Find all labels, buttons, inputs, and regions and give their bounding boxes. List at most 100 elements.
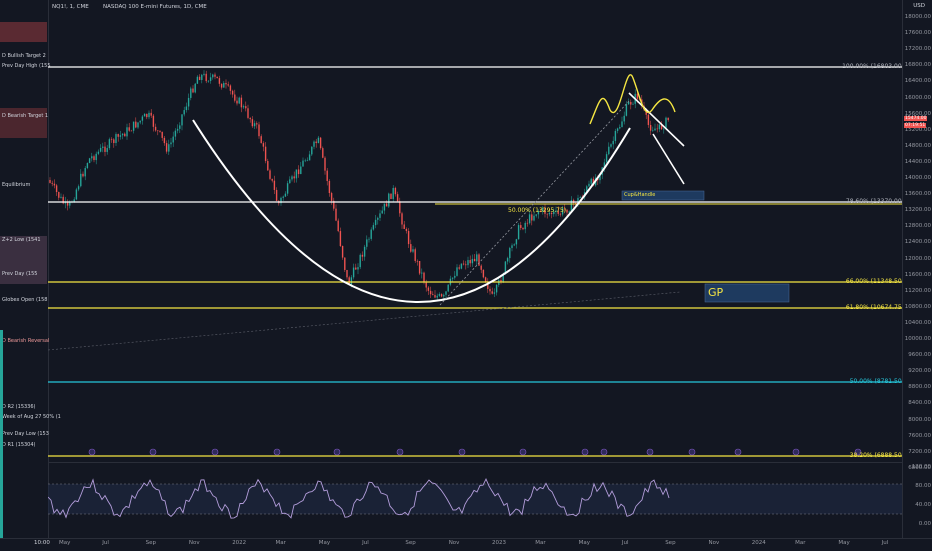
time-tick: Jul xyxy=(102,540,109,546)
candle-body xyxy=(484,277,487,283)
bearish-target-zone xyxy=(0,108,47,138)
candle-body xyxy=(504,261,507,275)
candle-body xyxy=(388,193,390,207)
candle-body xyxy=(117,134,119,137)
candle-body xyxy=(363,246,366,257)
price-tick: 17200.00 xyxy=(904,46,931,53)
cup-curve xyxy=(192,119,631,303)
candle-body xyxy=(425,282,427,288)
candle-body xyxy=(212,74,214,78)
candle-body xyxy=(605,154,608,163)
price-tick: 14400.00 xyxy=(904,158,931,165)
candle-body xyxy=(218,78,221,84)
candle-body xyxy=(407,230,410,245)
candle-body xyxy=(53,183,56,186)
candle-body xyxy=(139,120,141,123)
left-volume-bar xyxy=(0,330,3,540)
time-tick: May xyxy=(838,540,850,546)
gp-box xyxy=(704,283,790,303)
countdown-badge: 07:19:51 xyxy=(904,123,927,128)
time-tick: Nov xyxy=(448,540,460,546)
candle-body xyxy=(161,131,163,138)
price-tick: 11200.00 xyxy=(904,287,931,294)
candle-body xyxy=(91,156,93,159)
fib-label-66: 66.00% (11348.50) xyxy=(845,278,904,285)
candle-body xyxy=(73,199,75,202)
event-marker-icon xyxy=(519,448,527,456)
candle-body xyxy=(590,178,592,184)
time-tick: Jul xyxy=(881,540,889,546)
price-tick: 15600.00 xyxy=(904,110,931,117)
event-marker-icon xyxy=(88,448,96,456)
candle-body xyxy=(293,176,295,179)
left-label: D R2 (15336) xyxy=(2,404,36,410)
candle-body xyxy=(658,124,661,130)
candle-body xyxy=(361,254,364,257)
candle-body xyxy=(355,267,357,270)
time-axis[interactable]: 10:00 May Jul Sep Nov 2022 Mar May Jul Sep Nov 202… xyxy=(0,538,932,551)
fib-label-618: 61.80% (10674.75) xyxy=(845,304,904,311)
candle-body xyxy=(370,229,372,239)
price-tick: 13600.00 xyxy=(904,191,931,198)
candle-body xyxy=(267,161,269,171)
candle-body xyxy=(623,115,625,122)
candle-body xyxy=(467,260,469,266)
last-price-badge: 15474.00 xyxy=(904,116,928,121)
candle-body xyxy=(115,134,117,144)
chart-title: NASDAQ 100 E-mini Futures, 1D, CME xyxy=(103,4,207,10)
candle-body xyxy=(460,263,463,269)
time-tick: Mar xyxy=(275,540,286,546)
candle-body xyxy=(172,136,174,143)
candle-body xyxy=(148,112,150,118)
osc-tick: 80.00 xyxy=(915,483,931,489)
candle-body xyxy=(374,219,377,226)
candle-body xyxy=(412,249,414,252)
time-tick: May xyxy=(318,540,331,546)
fib-label-100: 100.00% (16803.00) xyxy=(842,63,904,70)
candle-body xyxy=(152,115,155,127)
candle-body xyxy=(247,108,249,118)
candle-body xyxy=(238,97,240,104)
candle-body xyxy=(559,213,562,215)
candle-body xyxy=(392,187,394,199)
candle-body xyxy=(346,269,348,278)
candle-body xyxy=(95,153,97,161)
candle-body xyxy=(339,231,342,247)
price-axis[interactable]: USD 18000.00 17600.00 17200.00 16800.00 1640… xyxy=(902,0,932,540)
osc-tick: 0.00 xyxy=(918,521,931,527)
price-tick: 10800.00 xyxy=(904,303,931,310)
candle-body xyxy=(550,212,553,215)
main-chart[interactable]: NQ1!, 1, CME NASDAQ 100 E-mini Futures, … xyxy=(47,0,902,540)
candle-body xyxy=(368,238,370,240)
osc-tick: 120.00 xyxy=(911,464,931,470)
candle-body xyxy=(313,141,315,147)
chart-canvas[interactable] xyxy=(47,0,902,540)
candle-body xyxy=(75,189,78,200)
candle-body xyxy=(198,76,201,80)
candle-body xyxy=(113,139,115,144)
price-tick: 8000.00 xyxy=(908,416,931,423)
candle-body xyxy=(344,257,346,270)
event-marker-icon xyxy=(458,448,466,456)
candle-body xyxy=(632,103,634,105)
event-marker-icon xyxy=(581,448,589,456)
candle-body xyxy=(80,173,82,187)
candle-body xyxy=(537,210,540,215)
candle-body xyxy=(665,117,667,129)
event-marker-icon xyxy=(273,448,281,456)
candle-body xyxy=(515,239,518,245)
candle-body xyxy=(275,189,278,201)
candle-body xyxy=(663,128,665,130)
candle-body xyxy=(403,224,405,229)
candle-body xyxy=(181,114,183,126)
price-tick: 17600.00 xyxy=(904,30,931,37)
bullish-target-zone xyxy=(0,22,47,42)
candle-body xyxy=(234,94,236,101)
candle-body xyxy=(220,83,223,88)
osc-tick: 40.00 xyxy=(915,502,931,508)
candle-body xyxy=(440,294,443,297)
price-tick: 14000.00 xyxy=(904,175,931,181)
candle-body xyxy=(192,88,194,93)
time-tick: Nov xyxy=(188,540,200,546)
